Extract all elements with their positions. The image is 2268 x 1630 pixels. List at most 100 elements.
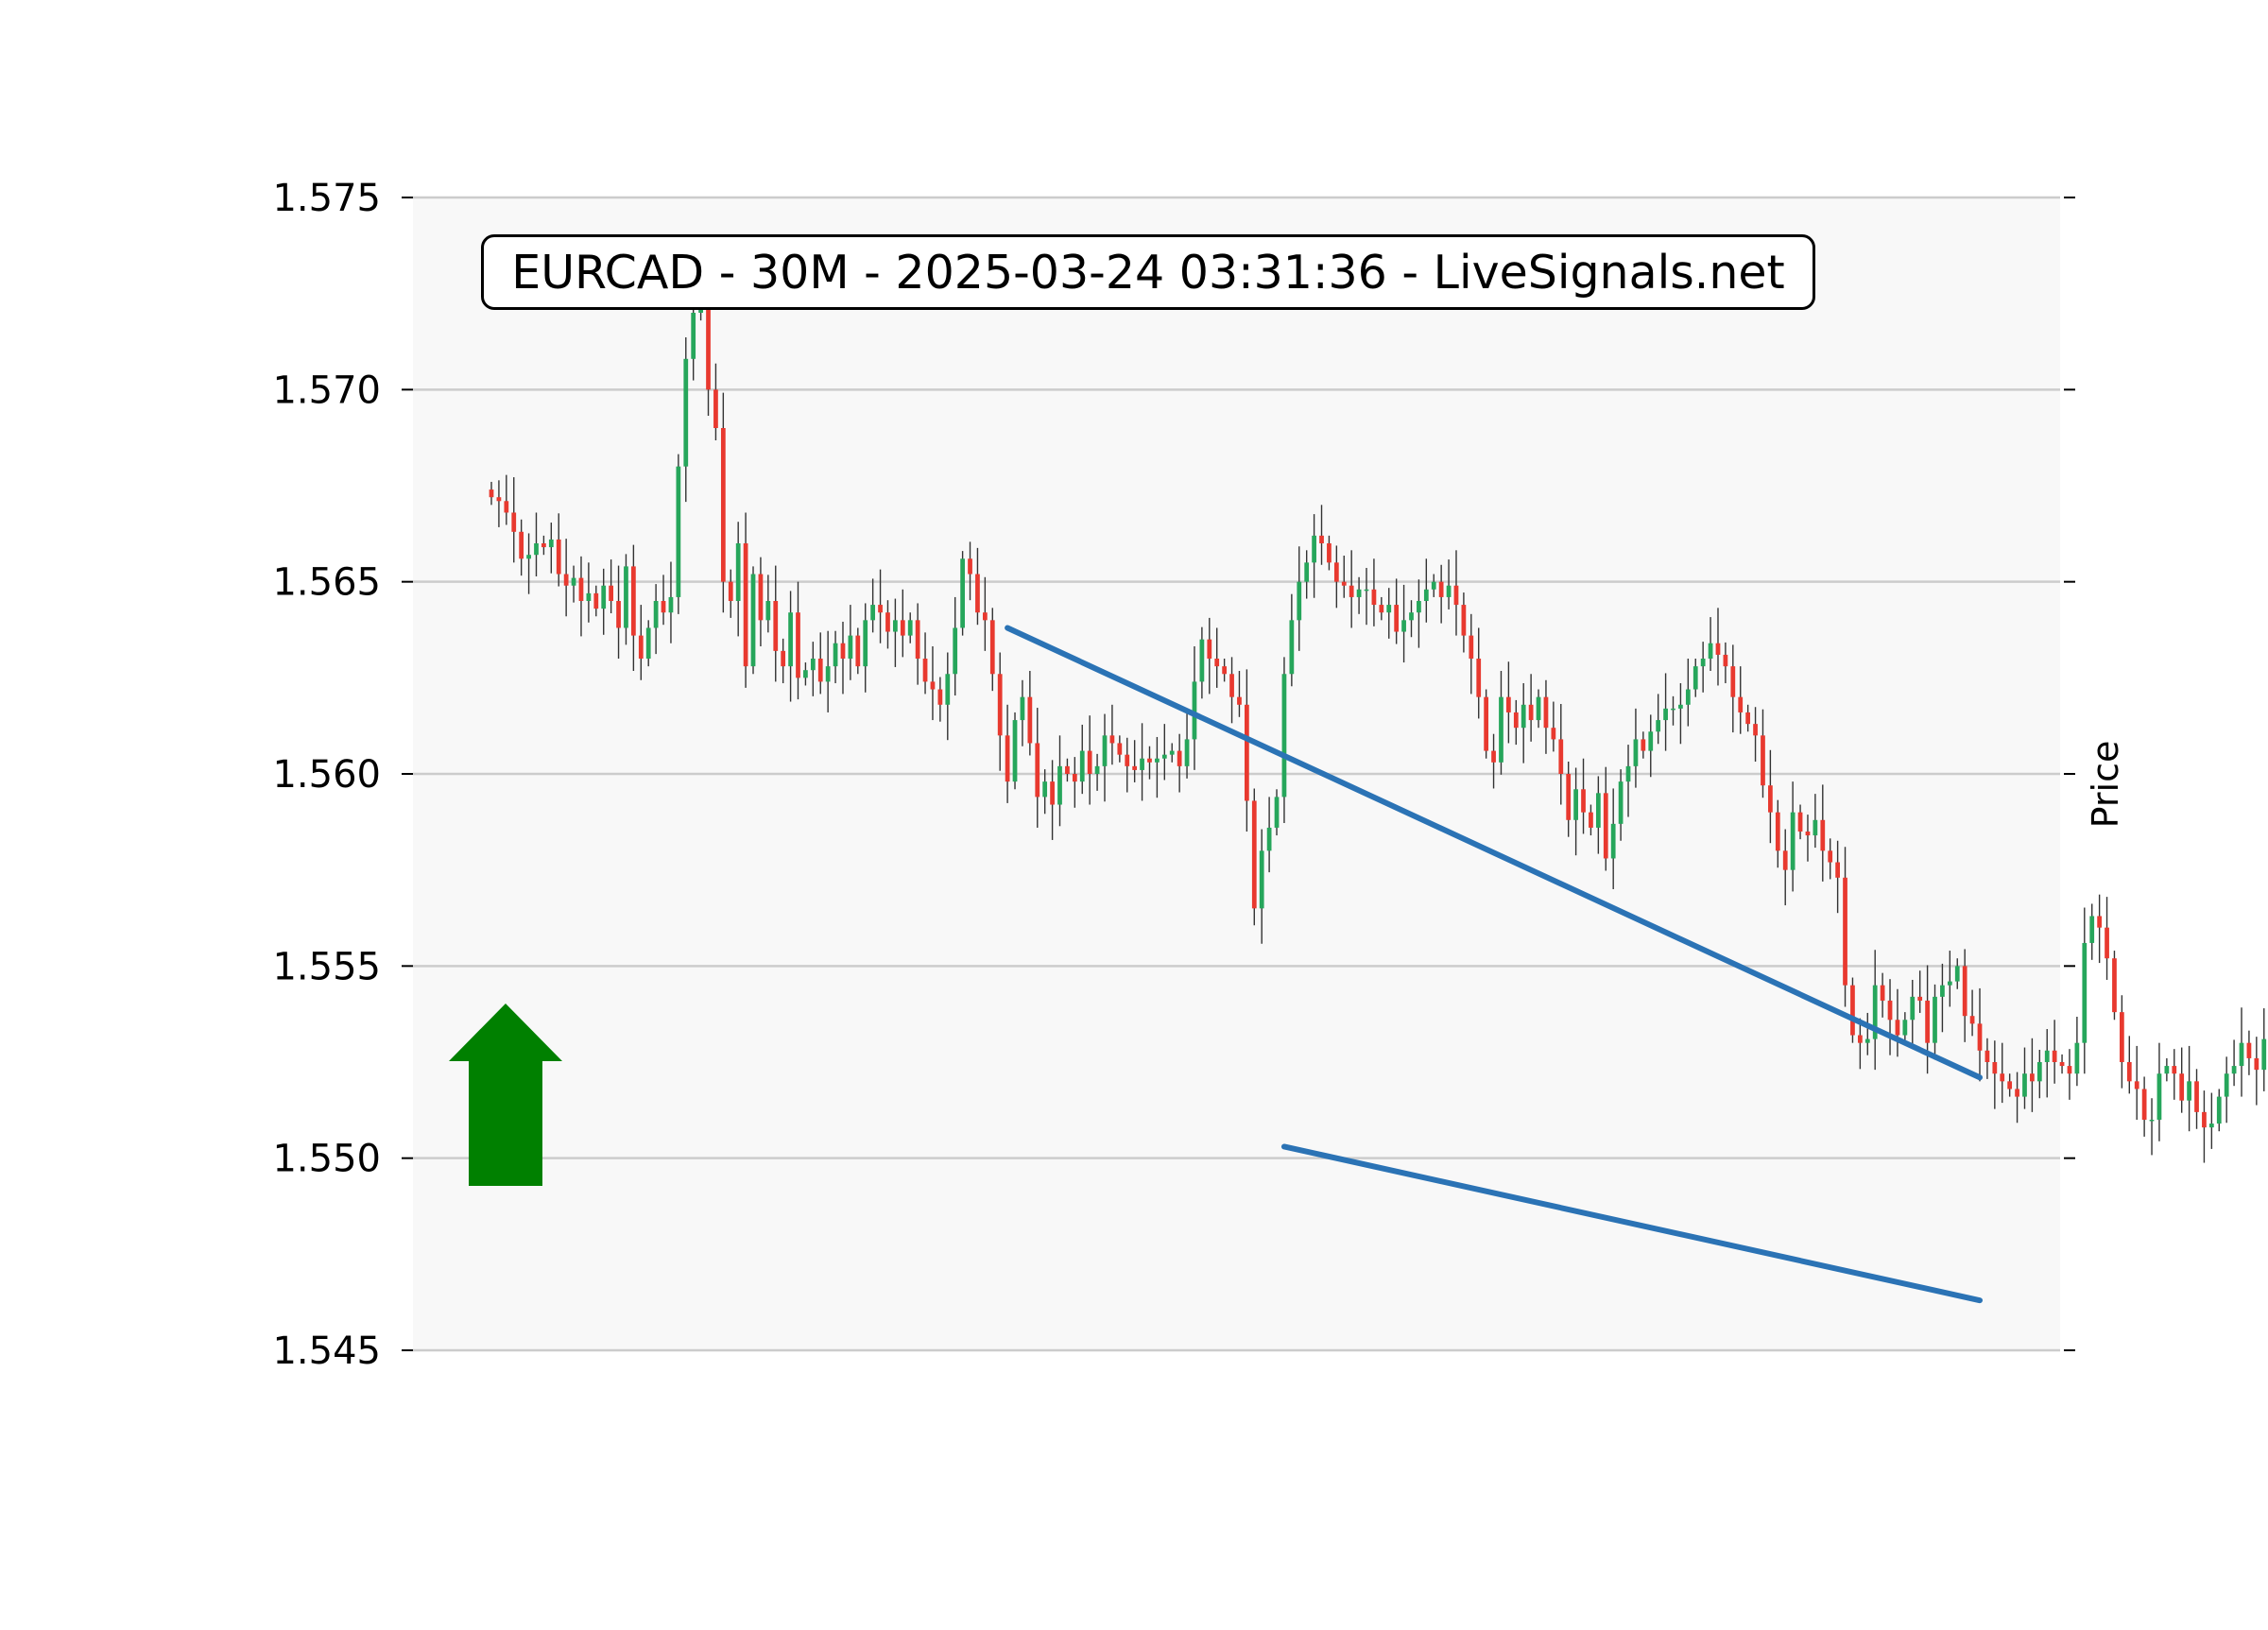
candle-body (1933, 996, 1937, 1043)
candle-body (2202, 1111, 2207, 1128)
candle-body (1251, 800, 1257, 909)
candle-body (1902, 1020, 1908, 1036)
candle-body (796, 612, 800, 678)
candle-body (765, 601, 771, 621)
y-tick-label: 1.575 (272, 177, 381, 220)
buy-arrow-icon (449, 1004, 562, 1186)
candle-body (2000, 1073, 2005, 1082)
y-tick-label: 1.555 (272, 945, 381, 988)
candle-body (1925, 1000, 1930, 1043)
candle-body (1692, 666, 1698, 690)
candle-body (571, 577, 576, 586)
candle-body (2194, 1081, 2199, 1112)
candle-body (1327, 543, 1332, 563)
candle-body (1012, 720, 1018, 782)
candle-body (1065, 765, 1070, 774)
candle-body (1558, 739, 1564, 774)
candle-body (2239, 1042, 2244, 1067)
candle-body (1745, 712, 1751, 725)
grid-lines (413, 196, 2060, 1352)
candle-body (1782, 850, 1788, 870)
candle-body (578, 577, 584, 601)
candle-body (534, 543, 539, 556)
candle-body (1536, 696, 1541, 721)
candle-body (1813, 819, 1818, 836)
candle-body (1169, 750, 1175, 755)
candle-body (593, 592, 599, 609)
candle-body (728, 581, 733, 601)
candle-body (1222, 666, 1228, 675)
candle-body (1506, 696, 1511, 712)
chart-title: EURCAD - 30M - 2025-03-24 03:31:36 - Liv… (481, 234, 1815, 310)
candle-body (1438, 581, 1444, 597)
candle-body (526, 555, 531, 559)
candle-body (1161, 754, 1167, 759)
candle-body (1700, 659, 1706, 667)
candle-body (1947, 981, 1952, 986)
candle-body (2059, 1062, 2065, 1067)
candle-body (930, 681, 936, 690)
candle-body (878, 605, 883, 613)
candle-body (1341, 581, 1347, 586)
candle-body (548, 539, 554, 548)
candle-body (1207, 639, 1212, 659)
candle-body (885, 612, 890, 632)
candle-body (1304, 562, 1310, 582)
candle-body (1603, 793, 1608, 859)
candle-body (1768, 785, 1773, 813)
candle-body (2030, 1073, 2035, 1082)
candle-body (1117, 743, 1123, 755)
candle-body (616, 601, 621, 628)
candle-body (668, 596, 674, 613)
candle-body (1469, 635, 1474, 659)
candle-body (1274, 797, 1280, 828)
candle-body (1364, 589, 1369, 592)
candle-body (1027, 696, 1033, 744)
candle-body (1453, 585, 1459, 606)
candle-body (1969, 1016, 1975, 1024)
candle-body (1618, 781, 1624, 824)
candle-body (1229, 674, 1234, 697)
candles (489, 257, 2267, 1163)
candle-body (1297, 581, 1302, 621)
y-tick-label: 1.545 (272, 1330, 381, 1373)
candle-body (638, 635, 644, 659)
candle-body (563, 574, 569, 586)
candle-body (1409, 612, 1414, 621)
candle-body (1319, 535, 1324, 543)
candle-body (968, 558, 972, 575)
candle-body (953, 627, 958, 675)
candle-body (519, 531, 524, 559)
candle-body (1857, 1035, 1863, 1043)
candle-body (1984, 1050, 1990, 1062)
candle-body (1917, 996, 1923, 1001)
candle-body (1266, 827, 1272, 851)
candle-body (1423, 589, 1429, 601)
candle-body (601, 585, 607, 609)
candle-body (1850, 985, 1855, 1036)
candle-body (750, 574, 756, 667)
candle-body (1730, 666, 1736, 697)
candle-body (1715, 643, 1721, 655)
candle-body (1491, 750, 1496, 763)
candle-body (1671, 708, 1675, 711)
candle-body (1753, 724, 1758, 736)
candle-body (1109, 735, 1115, 744)
candle-body (1079, 750, 1085, 782)
y-tick-label: 1.550 (272, 1138, 381, 1181)
candle-body (1738, 696, 1744, 712)
candle-body (1379, 605, 1384, 613)
candle-body (1595, 793, 1601, 828)
candle-body (2022, 1073, 2027, 1097)
candle-body (1513, 712, 1519, 729)
candle-body (1551, 728, 1556, 740)
candle-body (1192, 681, 1197, 740)
candle-body (1543, 696, 1549, 729)
candle-body (1962, 966, 1967, 1017)
candle-body (1761, 735, 1765, 786)
candle-body (1035, 743, 1040, 798)
candle-body (1005, 735, 1010, 782)
candle-body (1708, 643, 1713, 659)
candle-body (2216, 1096, 2222, 1124)
candle-body (1521, 704, 1526, 729)
